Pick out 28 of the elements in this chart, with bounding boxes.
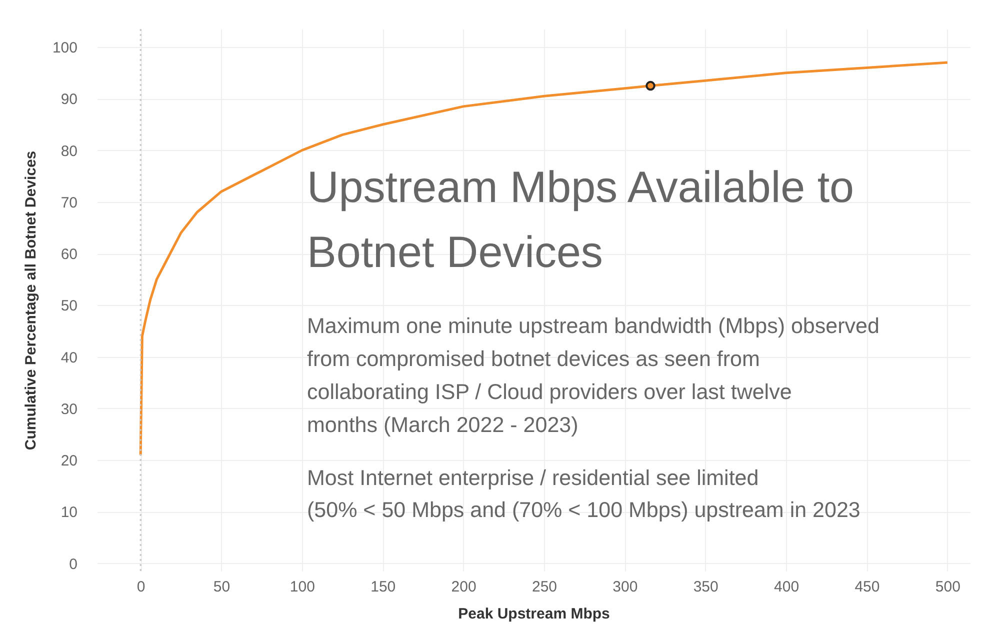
line-series [139,61,949,456]
y-tick-label: 100 [52,40,78,57]
y-tick-label: 10 [60,504,78,522]
y-tick-label: 0 [69,556,78,573]
text: Upstream Mbps Available to Botnet Devices [307,163,854,277]
x-tick-label: 400 [774,578,800,596]
y-tick-label: 40 [60,349,78,366]
y-axis-title: Cumulative Percentage all Botnet Devices [22,150,40,450]
y-tick-label: 30 [60,400,78,418]
annotation: Most Internet enterprise / residential see limited (50% < 50 Mbps and (70% < 100 Mbps) upstream in 2023 [307,466,860,522]
x-tick-label: 250 [532,578,558,596]
x-tick-label: 200 [451,578,476,596]
y-tick-label: 80 [60,142,78,160]
x-tick-label: 50 [213,578,230,596]
x-axis-title: Peak Upstream Mbps [458,606,610,622]
y-tick-label: 20 [60,452,78,470]
x-tick-label: 150 [370,578,396,596]
x-tick-label: 100 [290,578,315,596]
x-tick-label: 300 [612,578,638,596]
y-tick-label: 90 [60,91,78,108]
y-tick-label: 70 [60,194,78,212]
x-tick-label: 350 [693,578,718,596]
x-tick-label: 500 [935,578,960,596]
y-tick-label: 50 [60,298,78,315]
text: Maximum one minute upstream bandwidth (Mbps) observed from compromised botnet devices as seen from collaborating ISP / Cloud providers over last twelve months (March 2022 - 2023) [307,314,880,437]
x-tick-label: 0 [136,578,146,596]
y-tick-label: 60 [60,246,78,264]
x-tick-label: 450 [854,578,880,596]
